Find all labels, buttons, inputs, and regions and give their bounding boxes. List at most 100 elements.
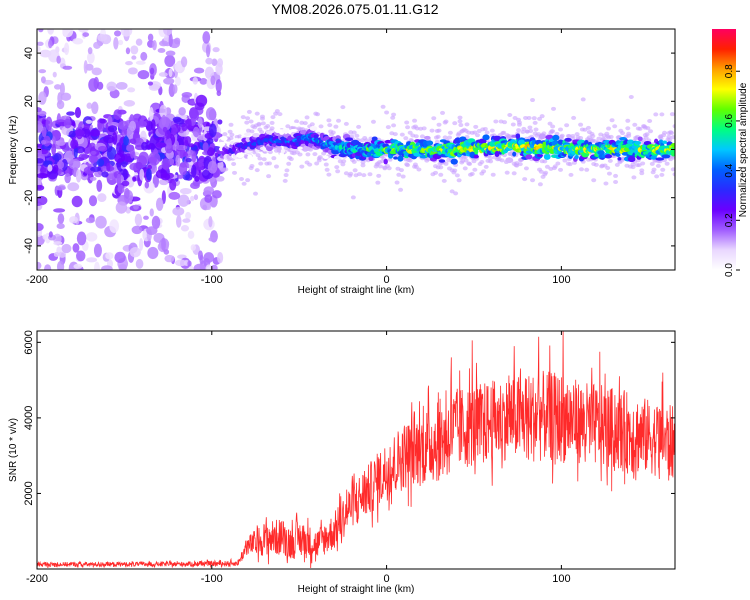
ridge-halo <box>630 165 636 170</box>
noise-blob <box>187 230 195 240</box>
noise-blob <box>53 84 62 90</box>
ridge-halo <box>326 118 332 123</box>
ridge-halo <box>452 121 458 126</box>
noise-blob <box>163 249 170 255</box>
y-tick-label: 4000 <box>23 406 35 430</box>
x-tick-label: -100 <box>201 274 223 286</box>
ridge-halo <box>297 152 303 157</box>
ridge-blob <box>524 139 531 143</box>
ridge-halo <box>405 125 411 130</box>
y-tick-label: 40 <box>23 47 35 59</box>
noise-blob <box>97 193 107 203</box>
noise-blob <box>37 222 44 232</box>
ridge-halo <box>375 180 381 185</box>
ridge-halo <box>539 114 545 119</box>
ridge-halo <box>550 129 556 134</box>
ridge-halo <box>639 171 645 176</box>
ridge-halo <box>340 162 346 167</box>
noise-blob <box>127 67 138 75</box>
noise-blob <box>190 244 196 251</box>
noise-blob <box>54 185 66 191</box>
ridge-blob <box>371 136 378 141</box>
ridge-halo <box>400 174 406 179</box>
noise-blob <box>173 84 178 94</box>
colorbar-gradient <box>712 29 736 270</box>
ridge-blob <box>300 138 305 145</box>
noise-blob <box>105 252 114 260</box>
ridge-halo <box>469 171 475 176</box>
ridge-halo <box>537 116 543 121</box>
ridge-blob <box>450 158 458 165</box>
noise-blob <box>48 231 53 238</box>
ridge-halo <box>370 119 376 124</box>
ridge-halo <box>613 173 619 178</box>
ridge-halo <box>562 158 568 163</box>
ridge-halo <box>463 158 469 163</box>
noise-blob <box>140 51 148 61</box>
noise-blob <box>141 141 148 151</box>
ridge-halo <box>532 120 538 125</box>
ridge-halo <box>654 174 660 179</box>
noise-blob <box>95 215 107 229</box>
y-tick-label: 2000 <box>23 481 35 505</box>
noise-blob <box>85 119 93 124</box>
noise-blob <box>175 259 187 267</box>
noise-blob <box>135 161 143 170</box>
noise-blob <box>187 143 195 148</box>
noise-blob <box>139 168 145 181</box>
ridge-blob <box>634 140 641 145</box>
noise-blob <box>101 171 109 178</box>
ridge-blob <box>368 156 374 162</box>
ridge-halo <box>454 173 460 178</box>
noise-blob <box>210 75 216 86</box>
ridge-halo <box>390 115 396 120</box>
ridge-halo <box>265 123 271 128</box>
ridge-blob <box>597 150 605 156</box>
ridge-halo <box>283 173 289 178</box>
noise-blob <box>175 154 181 167</box>
ridge-blob <box>266 145 273 152</box>
noise-blob <box>68 130 76 138</box>
noise-blob <box>66 111 75 116</box>
ridge-blob <box>233 155 238 160</box>
noise-blob <box>165 50 176 57</box>
noise-blob <box>212 47 220 53</box>
noise-blob <box>215 63 223 76</box>
ridge-blob <box>617 156 622 161</box>
ridge-halo <box>499 158 505 163</box>
noise-blob <box>208 236 217 242</box>
noise-blob <box>37 107 42 113</box>
noise-blob <box>55 140 66 146</box>
ridge-halo <box>441 178 447 183</box>
noise-blob <box>186 149 194 156</box>
colorbar-tick-label: 0.0 <box>724 263 735 277</box>
ridge-halo <box>255 153 261 158</box>
ridge-halo <box>528 128 534 133</box>
ridge-halo <box>334 165 340 170</box>
ridge-halo <box>324 167 330 172</box>
noise-blob <box>116 173 122 187</box>
noise-blob <box>91 67 102 76</box>
spectrogram-x-axis: -200 -100 0 100 <box>26 29 571 286</box>
noise-blob <box>52 71 57 78</box>
noise-blob <box>109 219 120 234</box>
noise-blob <box>97 33 108 42</box>
ridge-halo <box>643 135 649 140</box>
noise-blob <box>87 47 93 55</box>
ridge-halo <box>484 130 490 135</box>
ridge-halo <box>653 112 659 117</box>
ridge-halo <box>647 119 653 124</box>
noise-blob <box>191 164 197 178</box>
noise-blob <box>146 226 158 236</box>
noise-blob <box>62 65 73 70</box>
snr-frame <box>36 330 676 570</box>
noise-blob <box>56 100 65 110</box>
ridge-halo <box>277 112 283 117</box>
ridge-halo <box>520 129 526 134</box>
ridge-halo <box>530 178 536 183</box>
ridge-halo <box>376 173 382 178</box>
ridge-halo <box>640 161 646 166</box>
ridge-halo <box>511 171 517 176</box>
noise-blob <box>115 201 128 214</box>
noise-blob <box>143 215 149 220</box>
